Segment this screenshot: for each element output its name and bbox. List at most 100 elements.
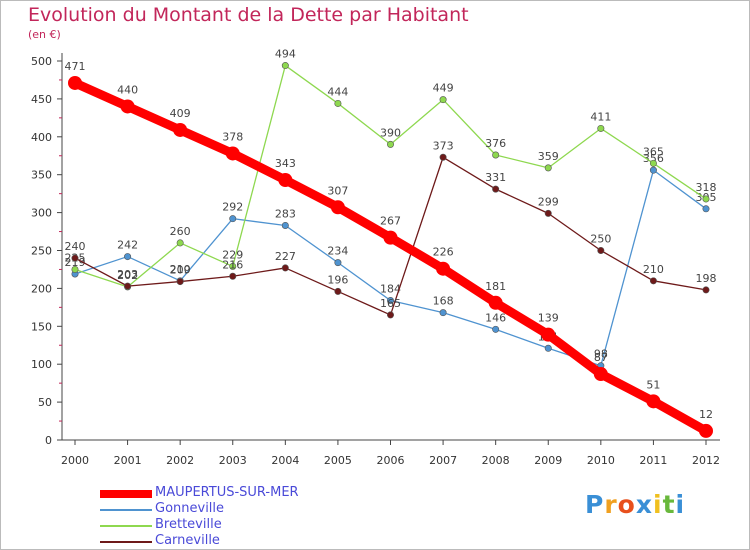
legend-swatch xyxy=(100,509,152,511)
data-point xyxy=(492,151,500,159)
x-tick-label: 2006 xyxy=(377,454,405,467)
data-label: 210 xyxy=(170,263,191,276)
data-point xyxy=(699,423,713,438)
data-point xyxy=(330,200,345,215)
y-tick-label: 300 xyxy=(31,207,52,220)
data-point xyxy=(229,262,237,270)
data-label: 449 xyxy=(433,82,454,95)
legend-swatch xyxy=(100,525,152,527)
data-label: 242 xyxy=(117,239,138,252)
logo-letter: t xyxy=(662,490,676,519)
data-point xyxy=(176,239,184,247)
data-point xyxy=(649,159,657,167)
data-point xyxy=(334,259,342,267)
data-label: 219 xyxy=(65,256,86,269)
data-point xyxy=(702,195,710,203)
data-label: 146 xyxy=(485,311,506,324)
data-label: 203 xyxy=(117,268,138,281)
data-point xyxy=(120,99,135,114)
data-label: 98 xyxy=(594,348,608,361)
data-point xyxy=(386,140,394,148)
data-point xyxy=(597,247,605,255)
data-label: 283 xyxy=(275,207,296,220)
chart-subtitle: (en €) xyxy=(28,28,61,41)
data-label: 181 xyxy=(485,280,506,293)
y-tick-label: 150 xyxy=(31,320,52,333)
x-tick-label: 2000 xyxy=(61,454,89,467)
data-label: 411 xyxy=(590,110,611,123)
x-tick-label: 2003 xyxy=(219,454,247,467)
chart-title: Evolution du Montant de la Dette par Hab… xyxy=(28,4,469,26)
data-label: 210 xyxy=(643,263,664,276)
data-label: 373 xyxy=(433,139,454,152)
data-point xyxy=(229,215,237,223)
data-label: 51 xyxy=(646,378,660,391)
y-tick-label: 400 xyxy=(31,131,52,144)
data-point xyxy=(383,230,398,245)
x-tick-label: 2008 xyxy=(482,454,510,467)
data-label: 260 xyxy=(170,225,191,238)
logo-letter: P xyxy=(585,490,605,519)
y-tick-label: 200 xyxy=(31,282,52,295)
data-label: 318 xyxy=(696,181,717,194)
data-label: 250 xyxy=(590,233,611,246)
data-point xyxy=(544,164,552,172)
x-tick-label: 2004 xyxy=(271,454,299,467)
data-label: 227 xyxy=(275,250,296,263)
data-point xyxy=(281,62,289,70)
data-point xyxy=(492,185,500,193)
data-point xyxy=(702,286,710,294)
data-point xyxy=(225,146,240,161)
data-point xyxy=(702,205,710,213)
data-point xyxy=(386,297,394,305)
legend-swatch xyxy=(100,541,152,543)
data-point xyxy=(176,278,184,286)
data-point xyxy=(124,282,132,290)
data-point xyxy=(278,173,293,188)
logo-letter: i xyxy=(653,490,663,519)
data-point xyxy=(439,96,447,104)
series-layer: 2192422102922832341841681461219835630522… xyxy=(65,48,717,438)
data-label: 12 xyxy=(699,408,713,421)
data-point xyxy=(649,166,657,174)
logo-letter: o xyxy=(617,490,636,519)
logo-letter: x xyxy=(635,490,653,519)
data-point xyxy=(68,75,82,90)
data-point xyxy=(229,272,237,280)
data-label: 229 xyxy=(222,248,243,261)
data-label: 331 xyxy=(485,171,506,184)
legend-label: MAUPERTUS-SUR-MER xyxy=(155,485,299,500)
y-tick-label: 450 xyxy=(31,93,52,106)
data-point xyxy=(439,309,447,317)
data-label: 378 xyxy=(222,130,243,143)
data-point xyxy=(544,209,552,217)
data-point xyxy=(488,295,503,310)
proxiti-logo: Proxiti xyxy=(585,490,685,519)
axes: 0 50 100 150 200 250 300 350 400 450 500 2000 2001 20… xyxy=(31,53,720,467)
data-point xyxy=(593,367,608,382)
y-tick-label: 350 xyxy=(31,169,52,182)
data-point xyxy=(597,124,605,132)
y-tick-label: 100 xyxy=(31,358,52,371)
data-label: 202 xyxy=(117,269,138,282)
data-label: 234 xyxy=(327,245,348,258)
data-point xyxy=(544,344,552,352)
logo-letter: r xyxy=(604,490,618,519)
data-point xyxy=(71,265,79,273)
data-point xyxy=(334,99,342,107)
data-label: 343 xyxy=(275,157,296,170)
data-point xyxy=(439,153,447,161)
data-label: 216 xyxy=(222,258,243,271)
data-point xyxy=(173,122,188,137)
series-carneville: 240 203 209 216 227 196 165 373 331 299 250 210 198 xyxy=(65,139,717,319)
data-label: 292 xyxy=(222,201,243,214)
data-label: 139 xyxy=(538,312,559,325)
x-tick-label: 2011 xyxy=(639,454,667,467)
data-label: 168 xyxy=(433,295,454,308)
data-label: 209 xyxy=(170,264,191,277)
y-tick-label: 50 xyxy=(38,396,52,409)
data-label: 444 xyxy=(327,85,348,98)
data-label: 376 xyxy=(485,137,506,150)
legend-swatch xyxy=(100,490,152,498)
data-label: 440 xyxy=(117,83,138,96)
